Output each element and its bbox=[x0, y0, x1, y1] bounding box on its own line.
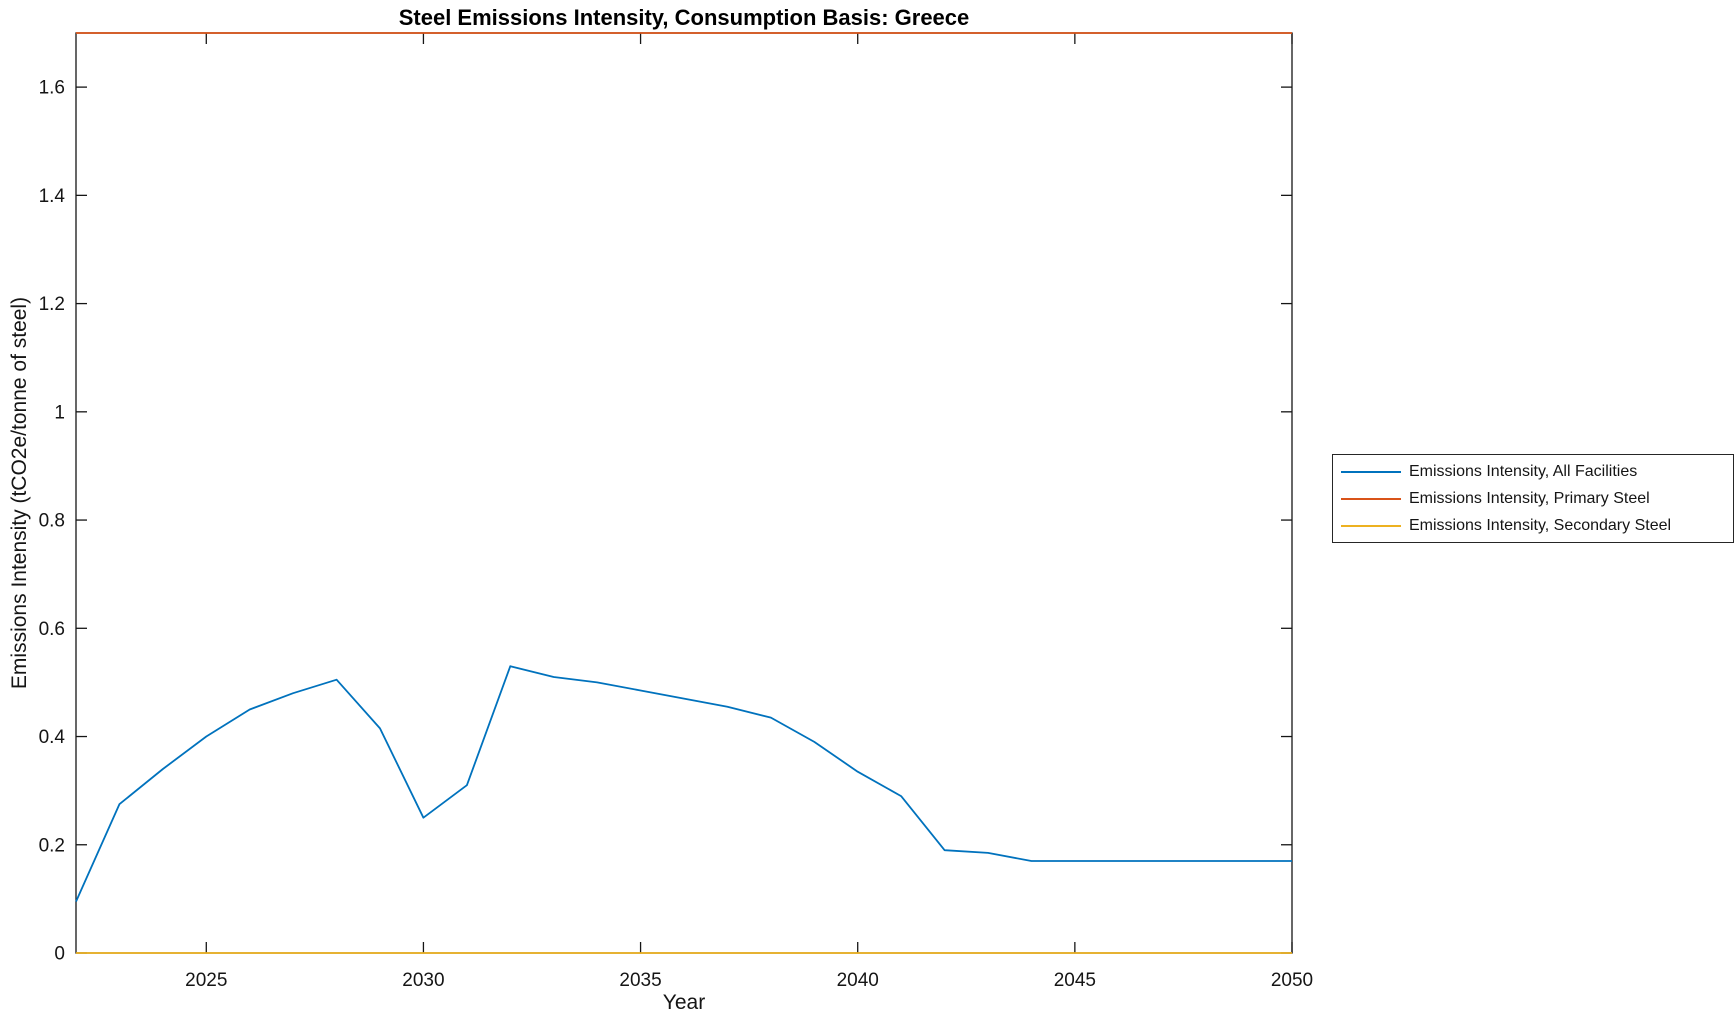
series-line-all-facilities bbox=[75, 665, 1292, 902]
legend-line-sample-primary-steel bbox=[1341, 497, 1401, 500]
legend-label-all-facilities: Emissions Intensity, All Facilities bbox=[1409, 462, 1638, 480]
y-tick-label: 0.4 bbox=[39, 727, 66, 748]
legend-label-secondary-steel: Emissions Intensity, Secondary Steel bbox=[1409, 516, 1672, 534]
y-tick-label: 1.2 bbox=[39, 294, 65, 315]
axes-box bbox=[75, 32, 1293, 954]
legend-entry-primary-steel: Emissions Intensity, Primary Steel bbox=[1341, 486, 1733, 512]
y-tick-label: 0 bbox=[54, 944, 65, 965]
x-tick-label: 2045 bbox=[1054, 970, 1096, 991]
y-tick-label: 0.6 bbox=[39, 619, 65, 640]
chart-title: Steel Emissions Intensity, Consumption B… bbox=[398, 5, 970, 30]
x-tick-label: 2040 bbox=[837, 970, 879, 991]
legend-entry-secondary-steel: Emissions Intensity, Secondary Steel bbox=[1341, 513, 1733, 539]
legend-line-sample-all-facilities bbox=[1341, 470, 1401, 473]
x-axis-label: Year bbox=[662, 991, 706, 1014]
y-axis-label: Emissions Intensity (tCO2e/tonne of stee… bbox=[8, 296, 31, 690]
legend-line-sample-secondary-steel bbox=[1341, 524, 1401, 527]
legend-label-primary-steel: Emissions Intensity, Primary Steel bbox=[1409, 489, 1650, 507]
y-tick-label: 1.6 bbox=[39, 78, 65, 99]
x-tick-label: 2035 bbox=[619, 970, 661, 991]
y-tick-label: 1 bbox=[54, 402, 65, 423]
x-tick-label: 2025 bbox=[185, 970, 227, 991]
y-tick-label: 0.2 bbox=[39, 835, 65, 856]
x-tick-label: 2050 bbox=[1271, 970, 1313, 991]
legend-entry-all-facilities: Emissions Intensity, All Facilities bbox=[1341, 459, 1733, 485]
x-tick-label: 2030 bbox=[402, 970, 444, 991]
y-tick-label: 1.4 bbox=[39, 186, 66, 207]
y-tick-label: 0.8 bbox=[39, 511, 65, 532]
legend: Emissions Intensity, All Facilities Emis… bbox=[1332, 454, 1734, 543]
